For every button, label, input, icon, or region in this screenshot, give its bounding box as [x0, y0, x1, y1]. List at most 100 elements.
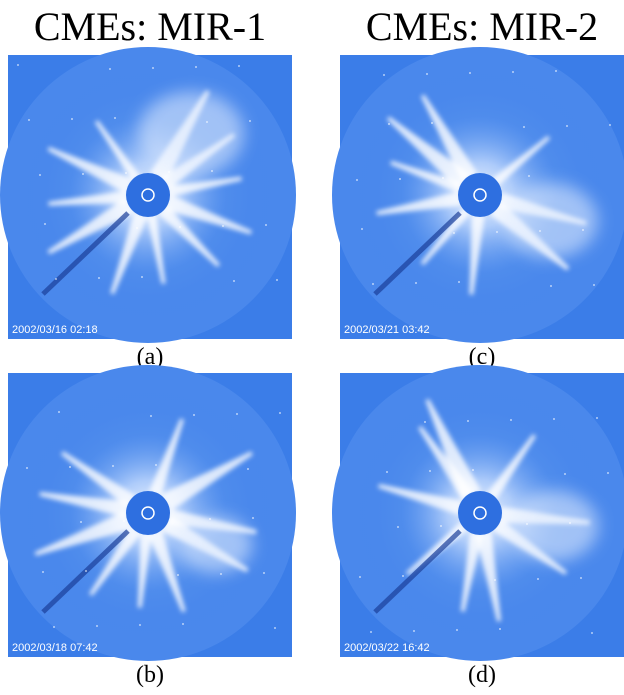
star: [209, 518, 211, 520]
star: [566, 125, 568, 127]
star: [372, 283, 374, 285]
star: [456, 629, 458, 631]
star: [152, 67, 154, 69]
star: [413, 630, 415, 632]
star: [424, 421, 426, 423]
star: [356, 179, 358, 181]
star: [136, 227, 138, 229]
star: [386, 471, 388, 473]
column-title: CMEs: MIR-1: [34, 4, 266, 49]
star: [361, 228, 363, 230]
star: [429, 470, 431, 472]
star: [249, 120, 251, 122]
star: [265, 224, 267, 226]
star: [528, 175, 530, 177]
coronagraph-image: 2002/03/22 16:42: [332, 365, 624, 661]
star: [276, 279, 278, 281]
star: [96, 625, 98, 627]
coronagraph-image: 2002/03/16 02:18: [0, 47, 296, 343]
occulter: [126, 173, 170, 217]
star: [388, 123, 390, 125]
timestamp: 2002/03/18 07:42: [12, 642, 98, 654]
star: [58, 411, 60, 413]
occulter: [458, 173, 502, 217]
panel-label: (d): [468, 662, 496, 688]
star: [123, 520, 125, 522]
star: [512, 71, 514, 73]
star: [591, 632, 593, 634]
star: [211, 170, 213, 172]
star: [222, 225, 224, 227]
star: [564, 473, 566, 475]
star: [109, 68, 111, 70]
star: [431, 122, 433, 124]
star: [453, 232, 455, 234]
star: [402, 575, 404, 577]
star: [399, 178, 401, 180]
star: [220, 573, 222, 575]
star: [494, 579, 496, 581]
star: [383, 74, 385, 76]
star: [467, 420, 469, 422]
cme-cloud: [509, 491, 599, 562]
coronagraph-image: 2002/03/21 03:42: [332, 47, 624, 343]
cme-cloud: [179, 516, 252, 573]
star: [247, 468, 249, 470]
star: [440, 525, 442, 527]
star: [206, 121, 208, 123]
star: [71, 118, 73, 120]
star: [596, 417, 598, 419]
star: [141, 276, 143, 278]
column-title: CMEs: MIR-2: [366, 4, 598, 49]
star: [168, 171, 170, 173]
star: [496, 231, 498, 233]
panel-label: (b): [136, 662, 164, 688]
star: [537, 578, 539, 580]
star: [55, 278, 57, 280]
star: [26, 467, 28, 469]
star: [609, 124, 611, 126]
star: [415, 282, 417, 284]
star: [279, 412, 281, 414]
star: [426, 73, 428, 75]
timestamp: 2002/03/21 03:42: [344, 324, 430, 336]
star: [499, 628, 501, 630]
star: [85, 570, 87, 572]
star: [252, 517, 254, 519]
star: [44, 223, 46, 225]
timestamp: 2002/03/22 16:42: [344, 642, 430, 654]
star: [526, 523, 528, 525]
cme-cloud: [503, 183, 598, 258]
timestamp: 2002/03/16 02:18: [12, 324, 98, 336]
occulter: [126, 491, 170, 535]
star: [112, 465, 114, 467]
star: [442, 177, 444, 179]
star: [236, 413, 238, 415]
star: [39, 174, 41, 176]
star: [182, 623, 184, 625]
star: [469, 72, 471, 74]
star: [177, 574, 179, 576]
star: [607, 472, 609, 474]
star: [150, 415, 152, 417]
star: [69, 466, 71, 468]
star: [193, 414, 195, 416]
star: [458, 281, 460, 283]
star: [238, 65, 240, 67]
star: [550, 285, 552, 287]
star: [114, 117, 116, 119]
star: [42, 571, 44, 573]
star: [580, 577, 582, 579]
star: [139, 624, 141, 626]
star: [263, 572, 265, 574]
figure: CMEs: MIR-12002/03/16 02:18(a)2002/03/18…: [0, 0, 624, 695]
star: [553, 418, 555, 420]
star: [274, 627, 276, 629]
coronagraph-image: 2002/03/18 07:42: [0, 365, 296, 661]
star: [155, 464, 157, 466]
cme-cloud: [138, 92, 244, 176]
star: [233, 280, 235, 282]
star: [539, 230, 541, 232]
star: [179, 226, 181, 228]
star: [82, 173, 84, 175]
